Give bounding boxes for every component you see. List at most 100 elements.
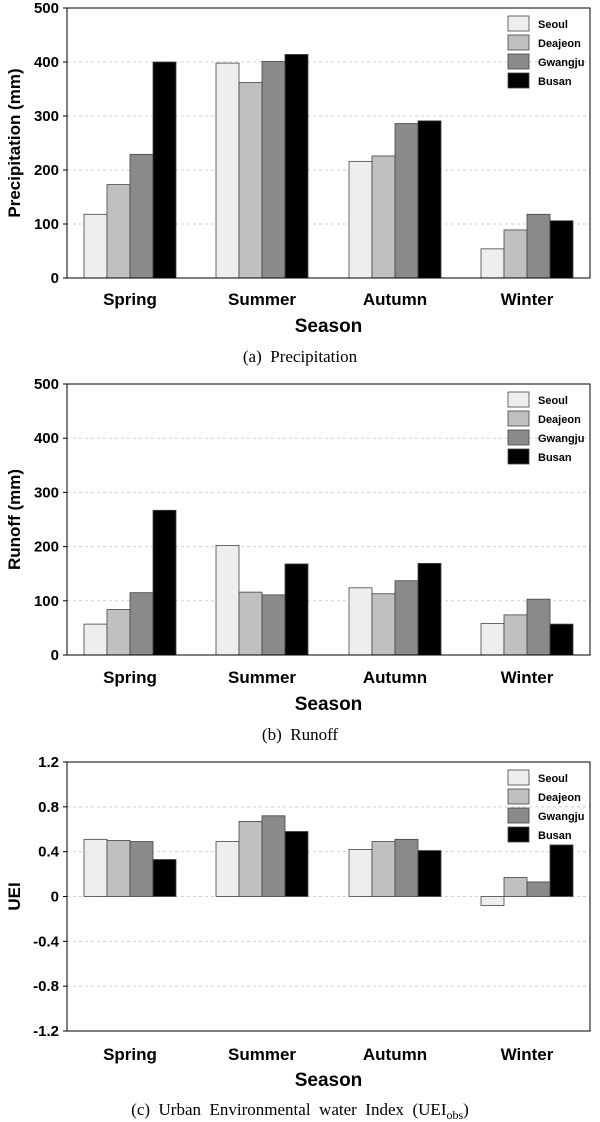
legend-swatch-deajeon bbox=[507, 34, 530, 51]
x-tick-label: Summer bbox=[228, 290, 296, 309]
y-tick-label: 100 bbox=[34, 216, 59, 233]
bar-deajeon-spring bbox=[106, 609, 131, 656]
bar-deajeon-winter bbox=[503, 614, 528, 656]
legend-swatch-deajeon bbox=[507, 788, 530, 805]
bar-busan-winter bbox=[549, 623, 574, 656]
y-tick-label: 0.8 bbox=[38, 799, 59, 816]
bar-deajeon-autumn bbox=[371, 841, 396, 897]
plot-frame bbox=[66, 7, 591, 279]
x-tick-label: Winter bbox=[501, 290, 554, 309]
legend-swatch-deajeon bbox=[507, 410, 530, 427]
y-tick-label: 200 bbox=[34, 162, 59, 179]
bar-seoul-summer bbox=[215, 841, 240, 897]
legend-swatch-seoul bbox=[507, 769, 530, 786]
legend-label-deajeon: Deajeon bbox=[538, 792, 581, 804]
y-tick-label: 500 bbox=[34, 376, 59, 393]
chart-panel-1: 0 100 200 300 400 500 Spring Summer Autumn Winter… bbox=[5, 0, 591, 366]
y-tick-label: -0.4 bbox=[33, 933, 60, 950]
x-tick-label: Spring bbox=[103, 668, 157, 687]
bar-gwangju-summer bbox=[261, 594, 286, 656]
plot-frame bbox=[66, 761, 591, 1032]
bar-deajeon-autumn bbox=[371, 155, 396, 279]
bar-busan-summer bbox=[284, 831, 309, 897]
figure-caption: (c) Urban Environmental water Index (UEI… bbox=[131, 1100, 469, 1122]
x-tick-label: Autumn bbox=[363, 290, 427, 309]
plot-frame bbox=[66, 383, 591, 656]
bar-deajeon-summer bbox=[238, 821, 263, 897]
figure-caption: (b) Runoff bbox=[262, 725, 339, 744]
x-tick-label: Spring bbox=[103, 290, 157, 309]
chart-panel-3: -1.2 -0.8 -0.4 0 0.4 0.8 1.2 Spring Summer Autumn… bbox=[5, 754, 591, 1122]
legend-label-seoul: Seoul bbox=[538, 19, 568, 31]
y-tick-label: 1.2 bbox=[38, 754, 59, 771]
x-tick-label: Summer bbox=[228, 1045, 296, 1064]
bar-busan-winter bbox=[549, 220, 574, 279]
bar-seoul-spring bbox=[83, 838, 108, 897]
legend-swatch-gwangju bbox=[507, 53, 530, 70]
bar-busan-autumn bbox=[417, 563, 442, 656]
bar-seoul-autumn bbox=[348, 849, 373, 897]
bar-gwangju-winter bbox=[526, 213, 551, 279]
bar-deajeon-spring bbox=[106, 840, 131, 897]
y-tick-label: 0.4 bbox=[38, 844, 60, 861]
bar-seoul-spring bbox=[83, 623, 108, 656]
legend-label-busan: Busan bbox=[538, 452, 572, 464]
legend-swatch-busan bbox=[507, 826, 530, 843]
legend-label-busan: Busan bbox=[538, 830, 572, 842]
bar-busan-autumn bbox=[417, 120, 442, 279]
legend-swatch-gwangju bbox=[507, 807, 530, 824]
bar-seoul-summer bbox=[215, 62, 240, 279]
x-tick-label: Summer bbox=[228, 668, 296, 687]
chart-panel-2: 0 100 200 300 400 500 Spring Summer Autumn Winter… bbox=[5, 376, 591, 744]
legend-label-seoul: Seoul bbox=[538, 395, 568, 407]
bar-deajeon-summer bbox=[238, 591, 263, 656]
y-tick-label: 500 bbox=[34, 0, 59, 17]
legend-label-seoul: Seoul bbox=[538, 773, 568, 785]
x-tick-label: Winter bbox=[501, 668, 554, 687]
bar-seoul-winter bbox=[480, 623, 505, 656]
legend-label-deajeon: Deajeon bbox=[538, 414, 581, 426]
bar-seoul-autumn bbox=[348, 160, 373, 279]
bar-gwangju-winter bbox=[526, 598, 551, 656]
y-axis-label: Runoff (mm) bbox=[5, 469, 24, 570]
bar-busan-spring bbox=[152, 509, 177, 656]
legend-swatch-busan bbox=[507, 72, 530, 89]
x-axis-label: Season bbox=[295, 1070, 363, 1091]
legend-label-busan: Busan bbox=[538, 76, 572, 88]
bar-busan-summer bbox=[284, 563, 309, 656]
x-axis-label: Season bbox=[295, 694, 363, 715]
y-tick-label: 100 bbox=[34, 593, 59, 610]
bar-seoul-winter bbox=[480, 896, 505, 906]
y-tick-label: 400 bbox=[34, 430, 59, 447]
legend-label-gwangju: Gwangju bbox=[538, 57, 584, 69]
bar-gwangju-spring bbox=[129, 592, 154, 656]
y-tick-label: 200 bbox=[34, 539, 59, 556]
y-tick-label: 0 bbox=[51, 270, 59, 287]
bar-seoul-summer bbox=[215, 545, 240, 656]
bar-gwangju-autumn bbox=[394, 838, 419, 897]
legend-label-deajeon: Deajeon bbox=[538, 38, 581, 50]
figure-caption: (a) Precipitation bbox=[243, 347, 358, 366]
y-tick-label: 300 bbox=[34, 484, 59, 501]
x-tick-label: Winter bbox=[501, 1045, 554, 1064]
bar-deajeon-spring bbox=[106, 184, 131, 279]
bar-busan-winter bbox=[549, 844, 574, 897]
legend-swatch-seoul bbox=[507, 391, 530, 408]
bar-seoul-winter bbox=[480, 248, 505, 279]
legend-swatch-seoul bbox=[507, 15, 530, 32]
bar-busan-spring bbox=[152, 859, 177, 897]
legend-swatch-busan bbox=[507, 448, 530, 465]
y-axis-label: Precipitation (mm) bbox=[5, 68, 24, 217]
bar-busan-spring bbox=[152, 61, 177, 279]
bar-seoul-spring bbox=[83, 213, 108, 279]
x-axis-label: Season bbox=[295, 316, 363, 337]
bar-gwangju-autumn bbox=[394, 580, 419, 656]
legend-label-gwangju: Gwangju bbox=[538, 811, 584, 823]
x-tick-label: Autumn bbox=[363, 1045, 427, 1064]
x-tick-label: Spring bbox=[103, 1045, 157, 1064]
bar-deajeon-autumn bbox=[371, 593, 396, 656]
y-tick-label: 0 bbox=[51, 647, 59, 664]
bar-gwangju-spring bbox=[129, 841, 154, 897]
x-tick-label: Autumn bbox=[363, 668, 427, 687]
